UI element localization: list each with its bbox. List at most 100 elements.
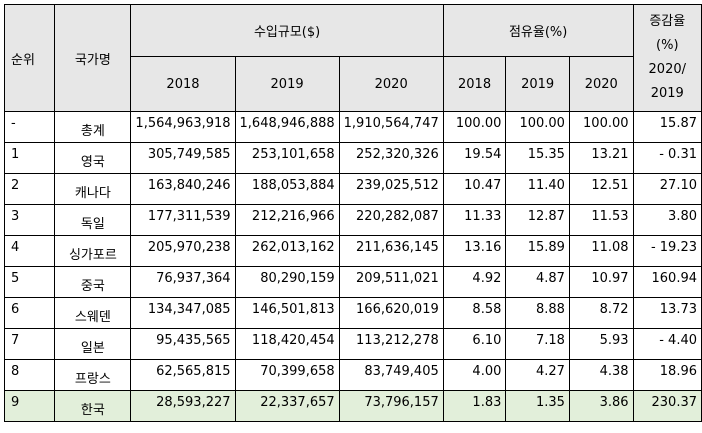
cell-country: 독일: [54, 204, 132, 236]
cell-share-2020: 100.00: [568, 111, 634, 143]
cell-change: 160.94: [632, 266, 702, 298]
import-table: 순위 국가명 수입규모($) 점유율(%) 증감율 (%) 2020/ 2019…: [3, 4, 702, 422]
header-share-year: 2019: [505, 56, 570, 112]
cell-share-2019: 15.35: [505, 142, 570, 174]
cell-change: 18.96: [632, 359, 702, 391]
cell-country: 한국: [54, 390, 132, 422]
cell-import-2018: 62,565,815: [130, 359, 236, 391]
header-import-year: 2018: [130, 56, 236, 112]
cell-share-2020: 10.97: [568, 266, 634, 298]
cell-import-2020: 209,511,021: [338, 266, 444, 298]
header-change: 증감율 (%) 2020/ 2019: [632, 4, 702, 112]
cell-import-2019: 212,216,966: [234, 204, 340, 236]
cell-rank: 2: [3, 173, 56, 205]
cell-import-2020: 220,282,087: [338, 204, 444, 236]
header-change-line2: (%): [656, 38, 679, 53]
cell-import-2019: 118,420,454: [234, 328, 340, 360]
cell-country: 스웨덴: [54, 297, 132, 329]
cell-share-2019: 1.35: [505, 390, 570, 422]
cell-rank: 7: [3, 328, 56, 360]
cell-share-2020: 8.72: [568, 297, 634, 329]
table-row: 7 일본 95,435,565 118,420,454 113,212,278 6.10 7…: [3, 328, 702, 360]
cell-country: 중국: [54, 266, 132, 298]
cell-import-2019: 188,053,884: [234, 173, 340, 205]
cell-share-2018: 8.58: [442, 297, 507, 329]
table-row: 1 영국 305,749,585 253,101,658 252,320,326 19.5…: [3, 142, 702, 174]
cell-import-2020: 1,910,564,747: [338, 111, 444, 143]
cell-change: 15.87: [632, 111, 702, 143]
table-body: - 총계 1,564,963,918 1,648,946,888 1,910,564,7…: [3, 111, 702, 422]
header-change-line4: 2019: [650, 86, 684, 101]
header-change-line3: 2020/: [648, 62, 686, 77]
cell-share-2018: 10.47: [442, 173, 507, 205]
cell-share-2018: 1.83: [442, 390, 507, 422]
cell-share-2018: 4.92: [442, 266, 507, 298]
table-row: 5 중국 76,937,364 80,290,159 209,511,021 4.92 4.…: [3, 266, 702, 298]
cell-share-2020: 3.86: [568, 390, 634, 422]
cell-import-2020: 239,025,512: [338, 173, 444, 205]
cell-share-2020: 11.08: [568, 235, 634, 267]
cell-import-2019: 146,501,813: [234, 297, 340, 329]
cell-share-2018: 100.00: [442, 111, 507, 143]
cell-rank: 1: [3, 142, 56, 174]
cell-change: 230.37: [632, 390, 702, 422]
cell-rank: 6: [3, 297, 56, 329]
cell-import-2019: 22,337,657: [234, 390, 340, 422]
cell-import-2018: 134,347,085: [130, 297, 236, 329]
header-import-year: 2019: [234, 56, 340, 112]
cell-country: 프랑스: [54, 359, 132, 391]
table-row: 4 싱가포르 205,970,238 262,013,162 211,636,145 13…: [3, 235, 702, 267]
cell-import-2020: 73,796,157: [338, 390, 444, 422]
cell-share-2020: 4.38: [568, 359, 634, 391]
cell-import-2019: 262,013,162: [234, 235, 340, 267]
cell-share-2020: 5.93: [568, 328, 634, 360]
cell-change: 13.73: [632, 297, 702, 329]
header-country: 국가명: [54, 4, 132, 112]
cell-change: - 4.40: [632, 328, 702, 360]
cell-change: 27.10: [632, 173, 702, 205]
header-import-year: 2020: [338, 56, 444, 112]
cell-share-2019: 4.87: [505, 266, 570, 298]
cell-import-2020: 113,212,278: [338, 328, 444, 360]
cell-share-2019: 8.88: [505, 297, 570, 329]
cell-share-2020: 13.21: [568, 142, 634, 174]
cell-change: - 19.23: [632, 235, 702, 267]
header-share-year: 2018: [442, 56, 507, 112]
table-row: 2 캐나다 163,840,246 188,053,884 239,025,512 10.…: [3, 173, 702, 205]
header-rank: 순위: [3, 4, 56, 112]
cell-country: 총계: [54, 111, 132, 143]
cell-change: 3.80: [632, 204, 702, 236]
cell-import-2018: 76,937,364: [130, 266, 236, 298]
table-row: 3 독일 177,311,539 212,216,966 220,282,087 11.3…: [3, 204, 702, 236]
cell-import-2019: 70,399,658: [234, 359, 340, 391]
cell-share-2019: 15.89: [505, 235, 570, 267]
cell-import-2019: 253,101,658: [234, 142, 340, 174]
cell-import-2018: 28,593,227: [130, 390, 236, 422]
cell-import-2020: 211,636,145: [338, 235, 444, 267]
cell-rank: 8: [3, 359, 56, 391]
cell-import-2018: 177,311,539: [130, 204, 236, 236]
cell-country: 일본: [54, 328, 132, 360]
cell-share-2020: 11.53: [568, 204, 634, 236]
header-row-years: 2018 2019 2020 2018 2019 2020: [5, 56, 702, 112]
cell-share-2020: 12.51: [568, 173, 634, 205]
cell-change: - 0.31: [632, 142, 702, 174]
cell-share-2018: 4.00: [442, 359, 507, 391]
cell-import-2020: 252,320,326: [338, 142, 444, 174]
cell-import-2018: 1,564,963,918: [130, 111, 236, 143]
header-share: 점유율(%): [442, 4, 634, 57]
header-share-year: 2020: [568, 56, 634, 112]
table-row: 9 한국 28,593,227 22,337,657 73,796,157 1.83 1.3…: [3, 390, 702, 422]
cell-rank: 9: [3, 390, 56, 422]
cell-country: 싱가포르: [54, 235, 132, 267]
cell-import-2018: 95,435,565: [130, 328, 236, 360]
cell-import-2020: 83,749,405: [338, 359, 444, 391]
cell-import-2019: 1,648,946,888: [234, 111, 340, 143]
cell-import-2018: 305,749,585: [130, 142, 236, 174]
cell-share-2018: 6.10: [442, 328, 507, 360]
table-row: - 총계 1,564,963,918 1,648,946,888 1,910,564,7…: [3, 111, 702, 143]
cell-country: 영국: [54, 142, 132, 174]
cell-share-2018: 13.16: [442, 235, 507, 267]
table-row: 8 프랑스 62,565,815 70,399,658 83,749,405 4.00 4.…: [3, 359, 702, 391]
table-row: 6 스웨덴 134,347,085 146,501,813 166,620,019 8.5…: [3, 297, 702, 329]
